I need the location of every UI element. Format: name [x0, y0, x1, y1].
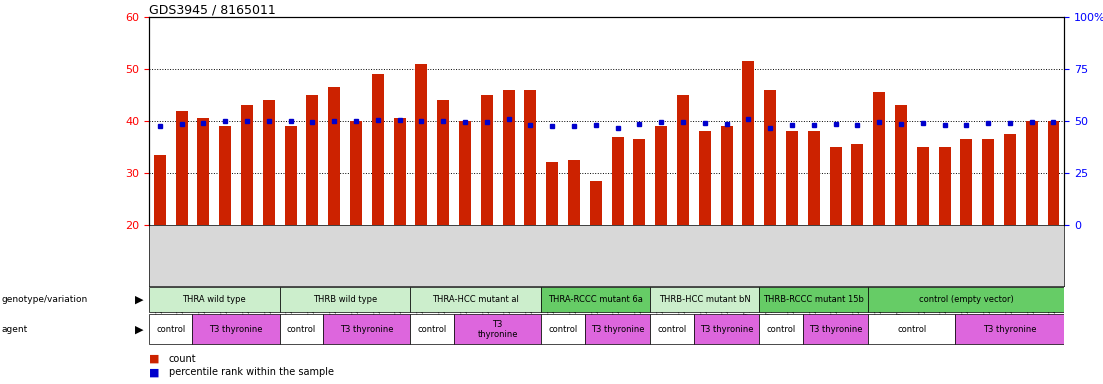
Bar [829, 147, 842, 225]
Bar [868, 287, 1064, 312]
Bar [961, 139, 973, 225]
Bar [410, 287, 542, 312]
Text: ■: ■ [149, 354, 160, 364]
Text: THRB-RCCC mutant 15b: THRB-RCCC mutant 15b [763, 295, 864, 304]
Bar [524, 90, 536, 225]
Text: control: control [157, 325, 185, 334]
Bar [611, 137, 623, 225]
Bar [807, 131, 820, 225]
Bar [350, 121, 362, 225]
Text: control: control [548, 325, 578, 334]
Bar [651, 314, 694, 344]
Bar [759, 314, 803, 344]
Text: GDS3945 / 8165011: GDS3945 / 8165011 [149, 3, 276, 16]
Bar [1004, 134, 1016, 225]
Text: T3 thyronine: T3 thyronine [591, 325, 644, 334]
Bar [852, 144, 864, 225]
Bar [323, 314, 410, 344]
Bar [416, 64, 427, 225]
Bar [764, 90, 777, 225]
Text: control: control [657, 325, 687, 334]
Bar [759, 287, 868, 312]
Text: THRA wild type: THRA wild type [182, 295, 246, 304]
Bar [503, 90, 515, 225]
Text: percentile rank within the sample: percentile rank within the sample [169, 367, 334, 377]
Bar [193, 314, 280, 344]
Bar [633, 139, 645, 225]
Bar [437, 100, 449, 225]
Bar [410, 314, 454, 344]
Text: THRB-HCC mutant bN: THRB-HCC mutant bN [658, 295, 751, 304]
Text: count: count [169, 354, 196, 364]
Bar [955, 314, 1064, 344]
Text: T3 thyronine: T3 thyronine [983, 325, 1037, 334]
Bar [1048, 121, 1060, 225]
Bar [542, 314, 585, 344]
Bar [698, 131, 710, 225]
Bar [219, 126, 232, 225]
Bar [263, 100, 275, 225]
Bar [546, 162, 558, 225]
Bar [481, 95, 493, 225]
Bar [280, 287, 410, 312]
Text: T3 thyronine: T3 thyronine [210, 325, 263, 334]
Bar [868, 314, 955, 344]
Bar [982, 139, 994, 225]
Bar [149, 314, 193, 344]
Bar [197, 118, 210, 225]
Text: THRA-HCC mutant al: THRA-HCC mutant al [432, 295, 520, 304]
Bar [585, 314, 651, 344]
Text: ▶: ▶ [135, 324, 143, 334]
Text: T3 thyronine: T3 thyronine [808, 325, 863, 334]
Bar [917, 147, 929, 225]
Bar [677, 95, 689, 225]
Bar [372, 74, 384, 225]
Text: control: control [418, 325, 447, 334]
Bar [240, 106, 253, 225]
Bar [454, 314, 542, 344]
Bar [285, 126, 297, 225]
Bar [1026, 121, 1038, 225]
Text: ▶: ▶ [135, 295, 143, 305]
Bar [895, 106, 907, 225]
Bar [874, 93, 885, 225]
Text: THRA-RCCC mutant 6a: THRA-RCCC mutant 6a [548, 295, 643, 304]
Text: genotype/variation: genotype/variation [1, 295, 87, 304]
Bar [803, 314, 868, 344]
Text: control (empty vector): control (empty vector) [919, 295, 1014, 304]
Text: ■: ■ [149, 367, 160, 377]
Bar [153, 155, 165, 225]
Bar [542, 287, 651, 312]
Text: control: control [767, 325, 795, 334]
Bar [720, 126, 732, 225]
Bar [149, 287, 280, 312]
Text: control: control [897, 325, 927, 334]
Bar [459, 121, 471, 225]
Bar [742, 61, 754, 225]
Text: T3 thyronine: T3 thyronine [699, 325, 753, 334]
Bar [694, 314, 759, 344]
Bar [329, 87, 340, 225]
Bar [655, 126, 667, 225]
Bar [568, 160, 580, 225]
Bar [590, 180, 602, 225]
Bar [651, 287, 759, 312]
Text: T3 thyronine: T3 thyronine [340, 325, 394, 334]
Bar [175, 111, 188, 225]
Bar [307, 95, 319, 225]
Text: agent: agent [1, 325, 28, 334]
Bar [939, 147, 951, 225]
Bar [394, 118, 406, 225]
Bar [280, 314, 323, 344]
Text: T3
thyronine: T3 thyronine [478, 319, 518, 339]
Text: control: control [287, 325, 317, 334]
Bar [786, 131, 797, 225]
Text: THRB wild type: THRB wild type [313, 295, 377, 304]
